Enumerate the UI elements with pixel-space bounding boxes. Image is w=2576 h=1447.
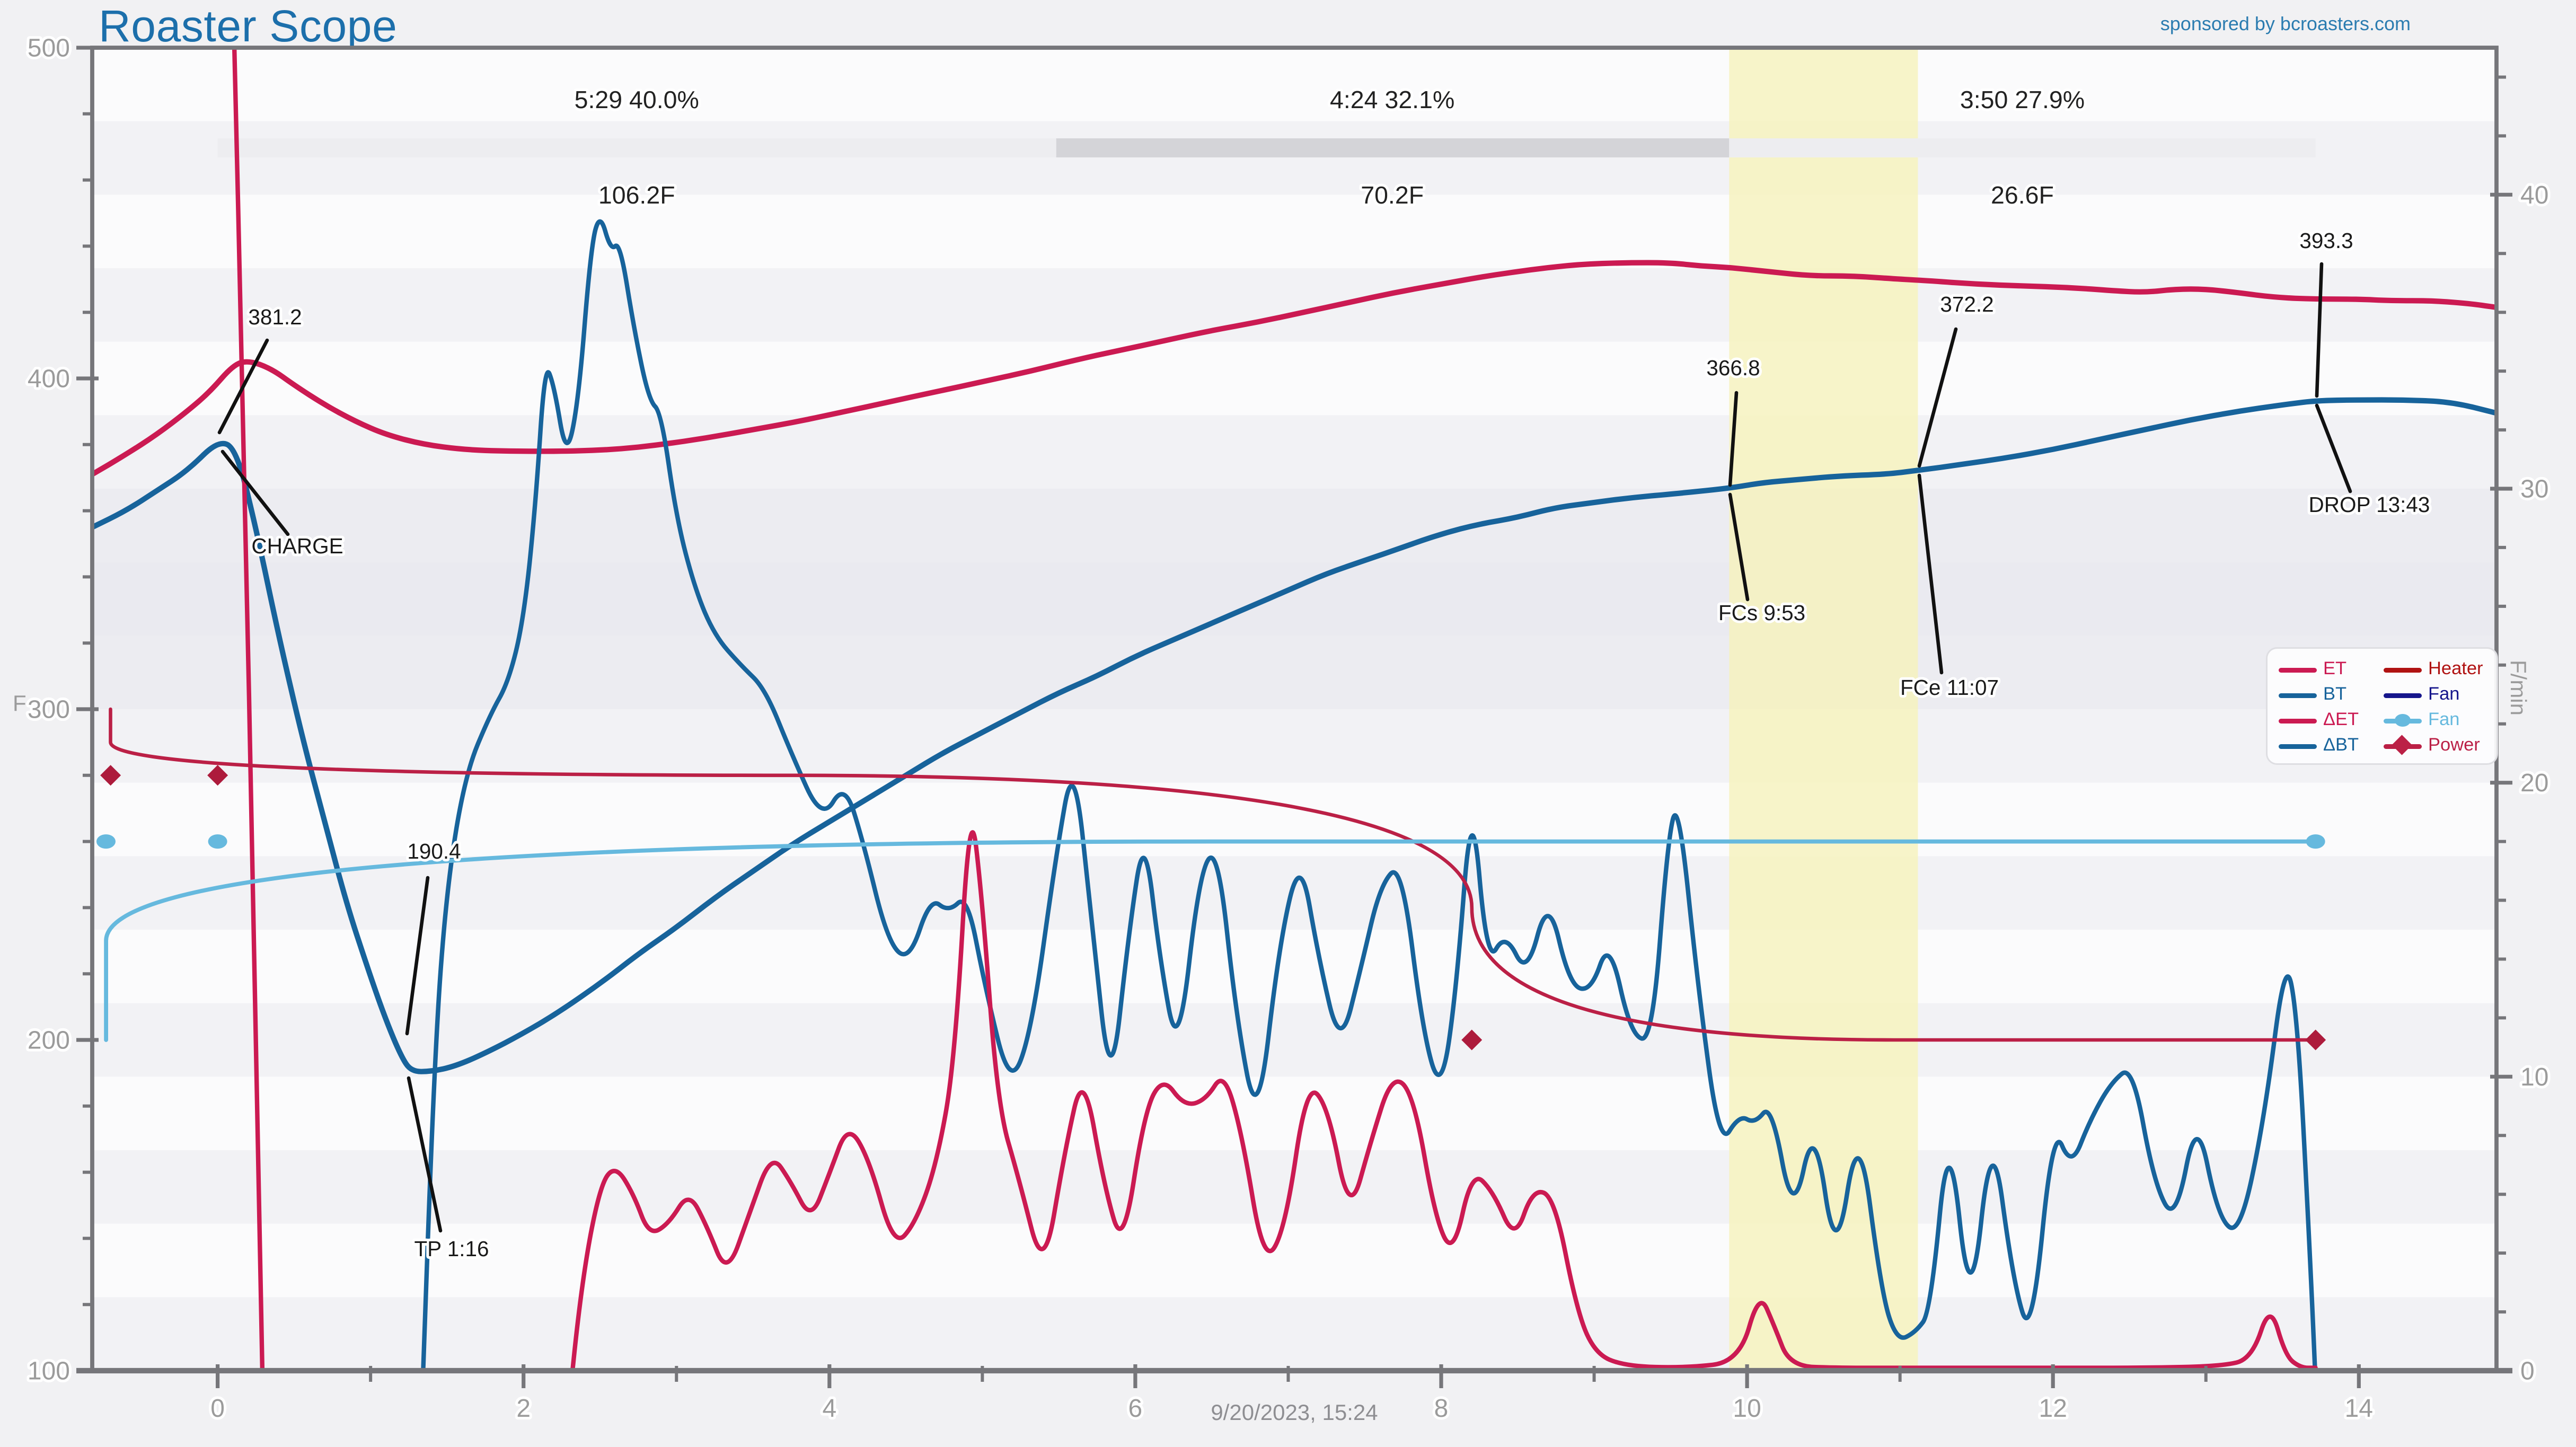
page-title: Roaster Scope xyxy=(99,2,398,51)
x-tick-4: 4 xyxy=(822,1395,836,1423)
legend-item-et[interactable]: ET xyxy=(2279,659,2384,678)
ror-zone-band xyxy=(92,489,2496,709)
chart-legend[interactable]: ET Heater BT Fan ΔET Fan ΔBT Power xyxy=(2266,647,2498,765)
event-value-tp: 190.4 xyxy=(407,839,461,863)
legend-label: ET xyxy=(2323,659,2347,678)
legend-label: Heater xyxy=(2428,659,2483,678)
phase-time-label-1: 5:29 40.0% xyxy=(575,86,699,113)
grid-stripe xyxy=(92,268,2496,342)
x-tick-12: 12 xyxy=(2039,1395,2067,1423)
y-left-tick-400: 400 xyxy=(28,365,70,393)
event-label-drop: DROP 13:43 xyxy=(2309,492,2430,517)
event-value-fcs: 366.8 xyxy=(1706,356,1760,380)
x-tick-14: 14 xyxy=(2345,1395,2373,1423)
series-fancyan xyxy=(96,834,2325,1042)
event-label-fce: FCe 11:07 xyxy=(1900,675,1999,700)
y-right-tick-20: 20 xyxy=(2520,769,2548,797)
grid-stripe xyxy=(92,121,2496,195)
legend-row: ΔBT Power xyxy=(2279,733,2496,758)
event-label-tp: TP 1:16 xyxy=(414,1237,489,1261)
event-value-fce: 372.2 xyxy=(1940,292,1993,316)
series-dbt xyxy=(421,219,2317,1371)
event-label-fcs: FCs 9:53 xyxy=(1718,601,1805,625)
legend-row: ΔET Fan xyxy=(2279,708,2496,733)
x-tick-2: 2 xyxy=(516,1395,531,1423)
grid-stripe xyxy=(92,856,2496,930)
event-annotation-tp: 190.4 TP 1:16 xyxy=(404,836,491,1264)
fan-marker xyxy=(208,834,227,849)
event-annotation-fcs: 366.8 FCs 9:53 xyxy=(1704,353,1808,628)
legend-label: Fan xyxy=(2428,710,2460,729)
fan-marker xyxy=(96,834,116,849)
series-det xyxy=(232,48,2318,1371)
event-annotation-charge: 381.2 CHARGE xyxy=(217,302,346,561)
y-right-tick-0: 0 xyxy=(2520,1357,2535,1386)
phase-time-label-2: 4:24 32.1% xyxy=(1330,86,1454,113)
axis-ticks xyxy=(76,46,2512,1388)
x-tick-6: 6 xyxy=(1128,1395,1143,1423)
event-value-drop: 393.3 xyxy=(2299,228,2353,253)
legend-label: Fan xyxy=(2428,684,2460,704)
power-marker xyxy=(1461,1029,1483,1051)
y-left-tick-300: 300 xyxy=(28,696,70,724)
event-label-charge: CHARGE xyxy=(251,534,343,558)
legend-label: Power xyxy=(2428,735,2480,755)
event-annotation-drop: 393.3 DROP 13:43 xyxy=(2297,226,2432,519)
line-swatch-icon xyxy=(2279,687,2317,703)
y-left-tick-200: 200 xyxy=(28,1027,70,1055)
phase-bar-segment-light xyxy=(1729,138,2316,157)
phase-bar-segment-light xyxy=(217,138,1056,157)
fan-marker xyxy=(2306,834,2325,849)
x-tick-10: 10 xyxy=(1733,1395,1761,1423)
x-tick-8: 8 xyxy=(1434,1395,1449,1423)
y-left-tick-100: 100 xyxy=(28,1357,70,1386)
phase-bar-segment-dark xyxy=(1056,138,1730,157)
line-swatch-icon xyxy=(2279,738,2317,754)
legend-item-det[interactable]: ΔET xyxy=(2279,710,2384,729)
line-swatch-icon xyxy=(2279,661,2317,677)
phase-temp-label-3: 26.6F xyxy=(1991,181,2054,209)
legend-label: ΔET xyxy=(2323,710,2359,729)
sponsor-link[interactable]: sponsored by bcroasters.com xyxy=(2160,13,2411,35)
series-et xyxy=(92,260,2496,477)
line-swatch-icon xyxy=(2279,712,2317,728)
grid-stripe xyxy=(92,415,2496,489)
event-annotation-fce: 372.2 FCe 11:07 xyxy=(1898,289,2001,702)
y-right-tick-30: 30 xyxy=(2520,475,2548,504)
legend-row: ET Heater xyxy=(2279,657,2496,682)
legend-label: BT xyxy=(2323,684,2347,704)
legend-item-fan-ctrl[interactable]: Fan xyxy=(2384,710,2489,729)
phase-temp-label-1: 106.2F xyxy=(598,181,675,209)
event-value-charge: 381.2 xyxy=(248,305,302,329)
power-marker xyxy=(2305,1029,2326,1051)
legend-item-heater-ctrl[interactable]: Heater xyxy=(2384,659,2489,678)
line-swatch-icon xyxy=(2384,687,2422,703)
phase-time-label-3: 3:50 27.9% xyxy=(1960,86,2085,113)
legend-item-dbt[interactable]: ΔBT xyxy=(2279,735,2384,755)
left-axis-unit-label: F xyxy=(13,690,27,716)
right-axis-unit-label: F/min xyxy=(2506,660,2531,716)
legend-item-bt[interactable]: BT xyxy=(2279,684,2384,704)
legend-row: BT Fan xyxy=(2279,682,2496,708)
line-swatch-icon xyxy=(2384,661,2422,677)
grid-stripe xyxy=(92,1297,2496,1371)
roast-date-label: 9/20/2023, 15:24 xyxy=(1211,1399,1378,1425)
phase-temp-label-2: 70.2F xyxy=(1361,181,1424,209)
series-power xyxy=(100,707,2326,1051)
legend-item-power-ctrl[interactable]: Power xyxy=(2384,735,2489,755)
diamond-swatch-icon xyxy=(2384,735,2422,755)
legend-label: ΔBT xyxy=(2323,735,2359,755)
y-right-tick-40: 40 xyxy=(2520,181,2548,209)
y-left-tick-500: 500 xyxy=(28,34,70,63)
y-right-tick-10: 10 xyxy=(2520,1063,2548,1091)
x-tick-0: 0 xyxy=(210,1395,225,1423)
grid-stripe xyxy=(92,709,2496,783)
legend-item-fan-ctrl[interactable]: Fan xyxy=(2384,684,2489,704)
circle-swatch-icon xyxy=(2384,712,2422,728)
